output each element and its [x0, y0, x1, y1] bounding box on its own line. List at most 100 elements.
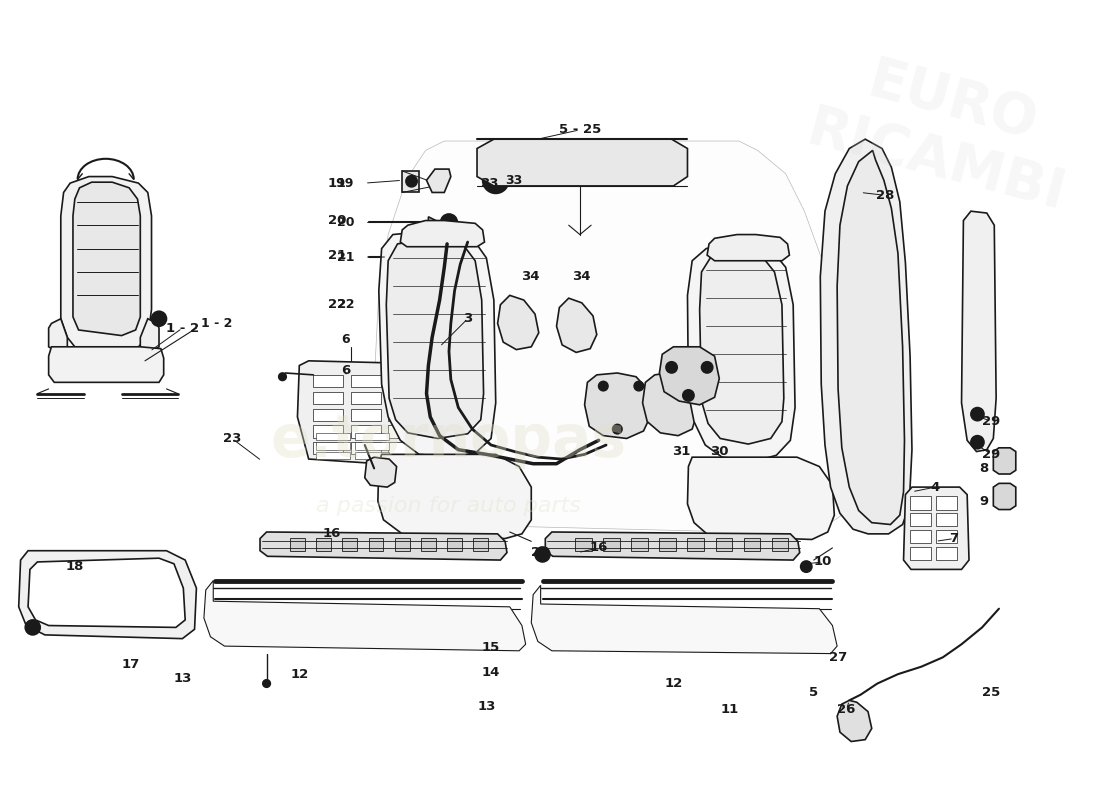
Text: 13: 13 — [477, 701, 496, 714]
Bar — [936, 530, 957, 543]
Polygon shape — [19, 550, 197, 638]
Bar — [351, 426, 381, 438]
Bar — [388, 392, 418, 404]
Text: 19: 19 — [328, 177, 345, 190]
Text: 21: 21 — [337, 250, 354, 263]
Bar — [316, 538, 331, 550]
Polygon shape — [378, 233, 496, 457]
Text: 27: 27 — [829, 651, 847, 664]
Circle shape — [29, 624, 36, 631]
Circle shape — [613, 425, 621, 434]
Circle shape — [278, 373, 286, 381]
Bar — [388, 409, 418, 421]
Polygon shape — [642, 373, 696, 436]
Bar — [314, 392, 343, 404]
Polygon shape — [73, 182, 141, 335]
Bar — [473, 538, 488, 550]
Bar — [314, 375, 343, 387]
Bar — [910, 497, 931, 510]
Polygon shape — [141, 318, 160, 351]
Polygon shape — [993, 448, 1015, 474]
Bar — [388, 426, 418, 438]
Bar — [316, 433, 350, 440]
Text: 33: 33 — [505, 174, 522, 187]
Bar — [936, 547, 957, 560]
Polygon shape — [546, 532, 800, 560]
Text: 6: 6 — [341, 364, 351, 377]
Bar — [388, 375, 418, 387]
Circle shape — [535, 547, 550, 562]
Text: 30: 30 — [710, 445, 728, 458]
Bar — [314, 426, 343, 438]
Bar — [631, 538, 648, 550]
Polygon shape — [428, 217, 440, 228]
Text: 7: 7 — [949, 532, 958, 545]
Polygon shape — [48, 318, 67, 351]
Text: a passion for auto parts: a passion for auto parts — [317, 496, 582, 516]
Bar — [447, 538, 462, 550]
Circle shape — [801, 561, 812, 572]
Text: 9: 9 — [979, 494, 989, 508]
Polygon shape — [378, 454, 531, 538]
Polygon shape — [386, 240, 484, 438]
Polygon shape — [688, 244, 795, 461]
Polygon shape — [993, 483, 1015, 510]
Bar — [351, 392, 381, 404]
Text: 10: 10 — [814, 555, 833, 569]
Text: 22: 22 — [337, 298, 354, 311]
Bar — [772, 538, 789, 550]
Bar — [388, 442, 418, 454]
Polygon shape — [204, 581, 526, 650]
Text: 6: 6 — [341, 333, 350, 346]
Bar — [314, 442, 343, 454]
Circle shape — [434, 250, 449, 265]
Bar — [351, 375, 381, 387]
Circle shape — [25, 620, 41, 635]
Text: 14: 14 — [482, 666, 500, 679]
Circle shape — [683, 390, 694, 401]
Polygon shape — [531, 586, 837, 654]
Text: 3: 3 — [463, 312, 472, 326]
Polygon shape — [477, 139, 688, 186]
Circle shape — [702, 362, 713, 373]
Circle shape — [440, 214, 458, 231]
Circle shape — [975, 439, 980, 445]
Text: 8: 8 — [979, 462, 989, 475]
Text: 24: 24 — [530, 546, 549, 559]
Polygon shape — [584, 373, 650, 438]
Bar — [744, 538, 760, 550]
Polygon shape — [403, 171, 419, 193]
Text: 18: 18 — [66, 560, 84, 573]
Text: e.tornopas: e.tornopas — [271, 412, 627, 469]
Text: 21: 21 — [328, 249, 345, 262]
Text: 25: 25 — [982, 686, 1001, 699]
Bar — [715, 538, 733, 550]
Polygon shape — [365, 457, 397, 487]
Text: 1 - 2: 1 - 2 — [166, 322, 199, 334]
Circle shape — [446, 218, 453, 226]
Text: 20: 20 — [328, 214, 345, 227]
Text: 12: 12 — [664, 677, 683, 690]
Text: 12: 12 — [290, 668, 308, 681]
Polygon shape — [903, 487, 969, 570]
Bar — [688, 538, 704, 550]
Bar — [936, 497, 957, 510]
Polygon shape — [837, 150, 904, 525]
Text: 26: 26 — [837, 703, 856, 716]
Circle shape — [598, 382, 608, 390]
Polygon shape — [411, 250, 432, 263]
Polygon shape — [497, 295, 539, 350]
Bar — [910, 547, 931, 560]
Bar — [351, 409, 381, 421]
Polygon shape — [374, 141, 851, 534]
Circle shape — [666, 362, 678, 373]
Circle shape — [635, 382, 643, 390]
Text: 20: 20 — [337, 216, 354, 229]
Polygon shape — [821, 139, 912, 534]
Polygon shape — [29, 558, 185, 627]
Circle shape — [414, 295, 432, 314]
Text: 28: 28 — [876, 189, 894, 202]
Bar — [316, 451, 350, 459]
Text: 5 - 25: 5 - 25 — [559, 123, 601, 136]
Text: 1 - 2: 1 - 2 — [201, 317, 232, 330]
